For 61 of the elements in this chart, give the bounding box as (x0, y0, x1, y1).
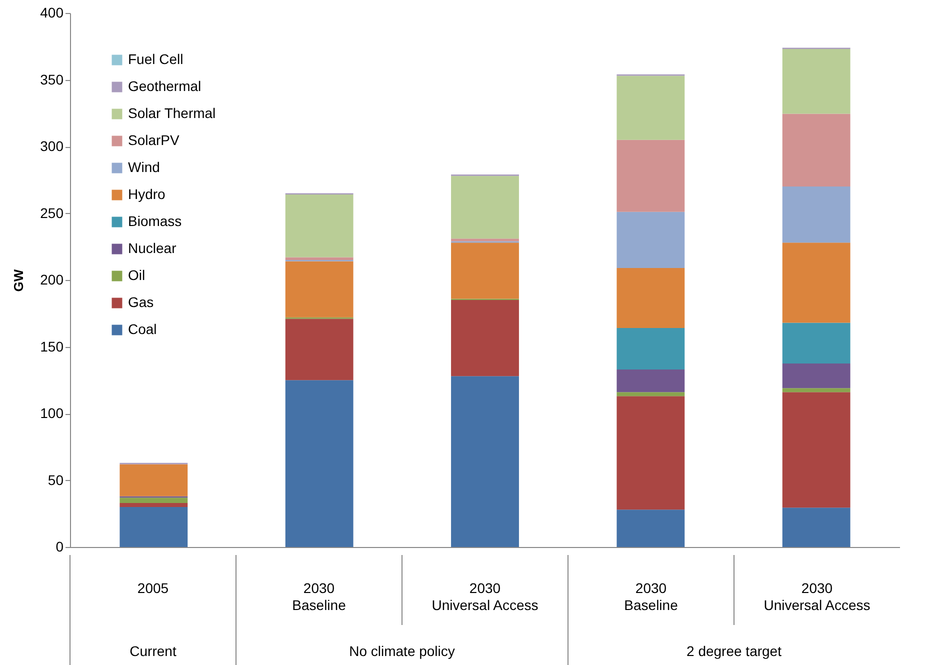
x-tick-label: 2030 Baseline (292, 580, 346, 613)
legend-label: Geothermal (128, 78, 202, 94)
y-tick-label: 350 (40, 71, 64, 88)
bar (120, 506, 188, 547)
y-tick-label: 100 (40, 405, 64, 421)
bar (782, 388, 850, 392)
legend-label: Solar Thermal (128, 105, 216, 121)
y-tick-label: 200 (40, 272, 64, 288)
x-tick-label: 2030 Baseline (624, 580, 678, 613)
bar (616, 212, 685, 268)
bar (782, 186, 850, 243)
x-tick-label: 2030 Universal Access (432, 580, 538, 613)
bar (285, 194, 354, 258)
bar (616, 140, 685, 212)
bar (782, 508, 850, 547)
legend-label: Nuclear (128, 240, 177, 256)
text: Current (130, 643, 176, 659)
legend-label: SolarPV (128, 132, 180, 148)
x-tick-label: 2030 Universal Access (764, 580, 870, 613)
y-tick-label: 300 (40, 138, 64, 154)
bar (782, 392, 850, 508)
legend-label: Fuel Cell (128, 51, 184, 67)
bar (120, 464, 188, 496)
bar (616, 76, 685, 140)
y-axis-title: GW (11, 268, 26, 292)
y-tick-label: 150 (40, 338, 64, 354)
bar (285, 380, 354, 547)
legend-label: Wind (128, 159, 160, 175)
bar (616, 396, 685, 510)
bar (451, 242, 519, 299)
y-tick-label: 250 (40, 204, 64, 221)
bar (451, 300, 519, 376)
bar (616, 369, 685, 392)
text: No climate policy (349, 643, 455, 659)
legend-label: Hydro (128, 186, 166, 202)
legend-label: Gas (128, 294, 154, 310)
y-tick-label: 0 (56, 538, 64, 554)
legend-label: Biomass (128, 213, 182, 229)
bar (451, 238, 519, 242)
bar (782, 49, 850, 114)
bar (451, 376, 519, 547)
y-tick-label: 50 (48, 472, 64, 488)
bar (782, 242, 850, 323)
bar (616, 328, 685, 370)
bar (616, 510, 685, 547)
bar (451, 176, 519, 239)
bar (616, 392, 685, 396)
bar (616, 268, 685, 328)
text: 2 degree target (686, 643, 782, 659)
legend-label: Coal (128, 321, 157, 337)
bar (120, 498, 188, 503)
x-tick-label: 2005 (137, 580, 169, 596)
bar (285, 261, 354, 318)
bar (285, 257, 354, 260)
legend-label: Oil (128, 267, 146, 283)
bar (285, 318, 354, 380)
bar (782, 322, 850, 364)
bar (782, 363, 850, 388)
bar (120, 502, 188, 507)
bar (782, 114, 850, 187)
y-tick-label: 400 (40, 4, 64, 20)
